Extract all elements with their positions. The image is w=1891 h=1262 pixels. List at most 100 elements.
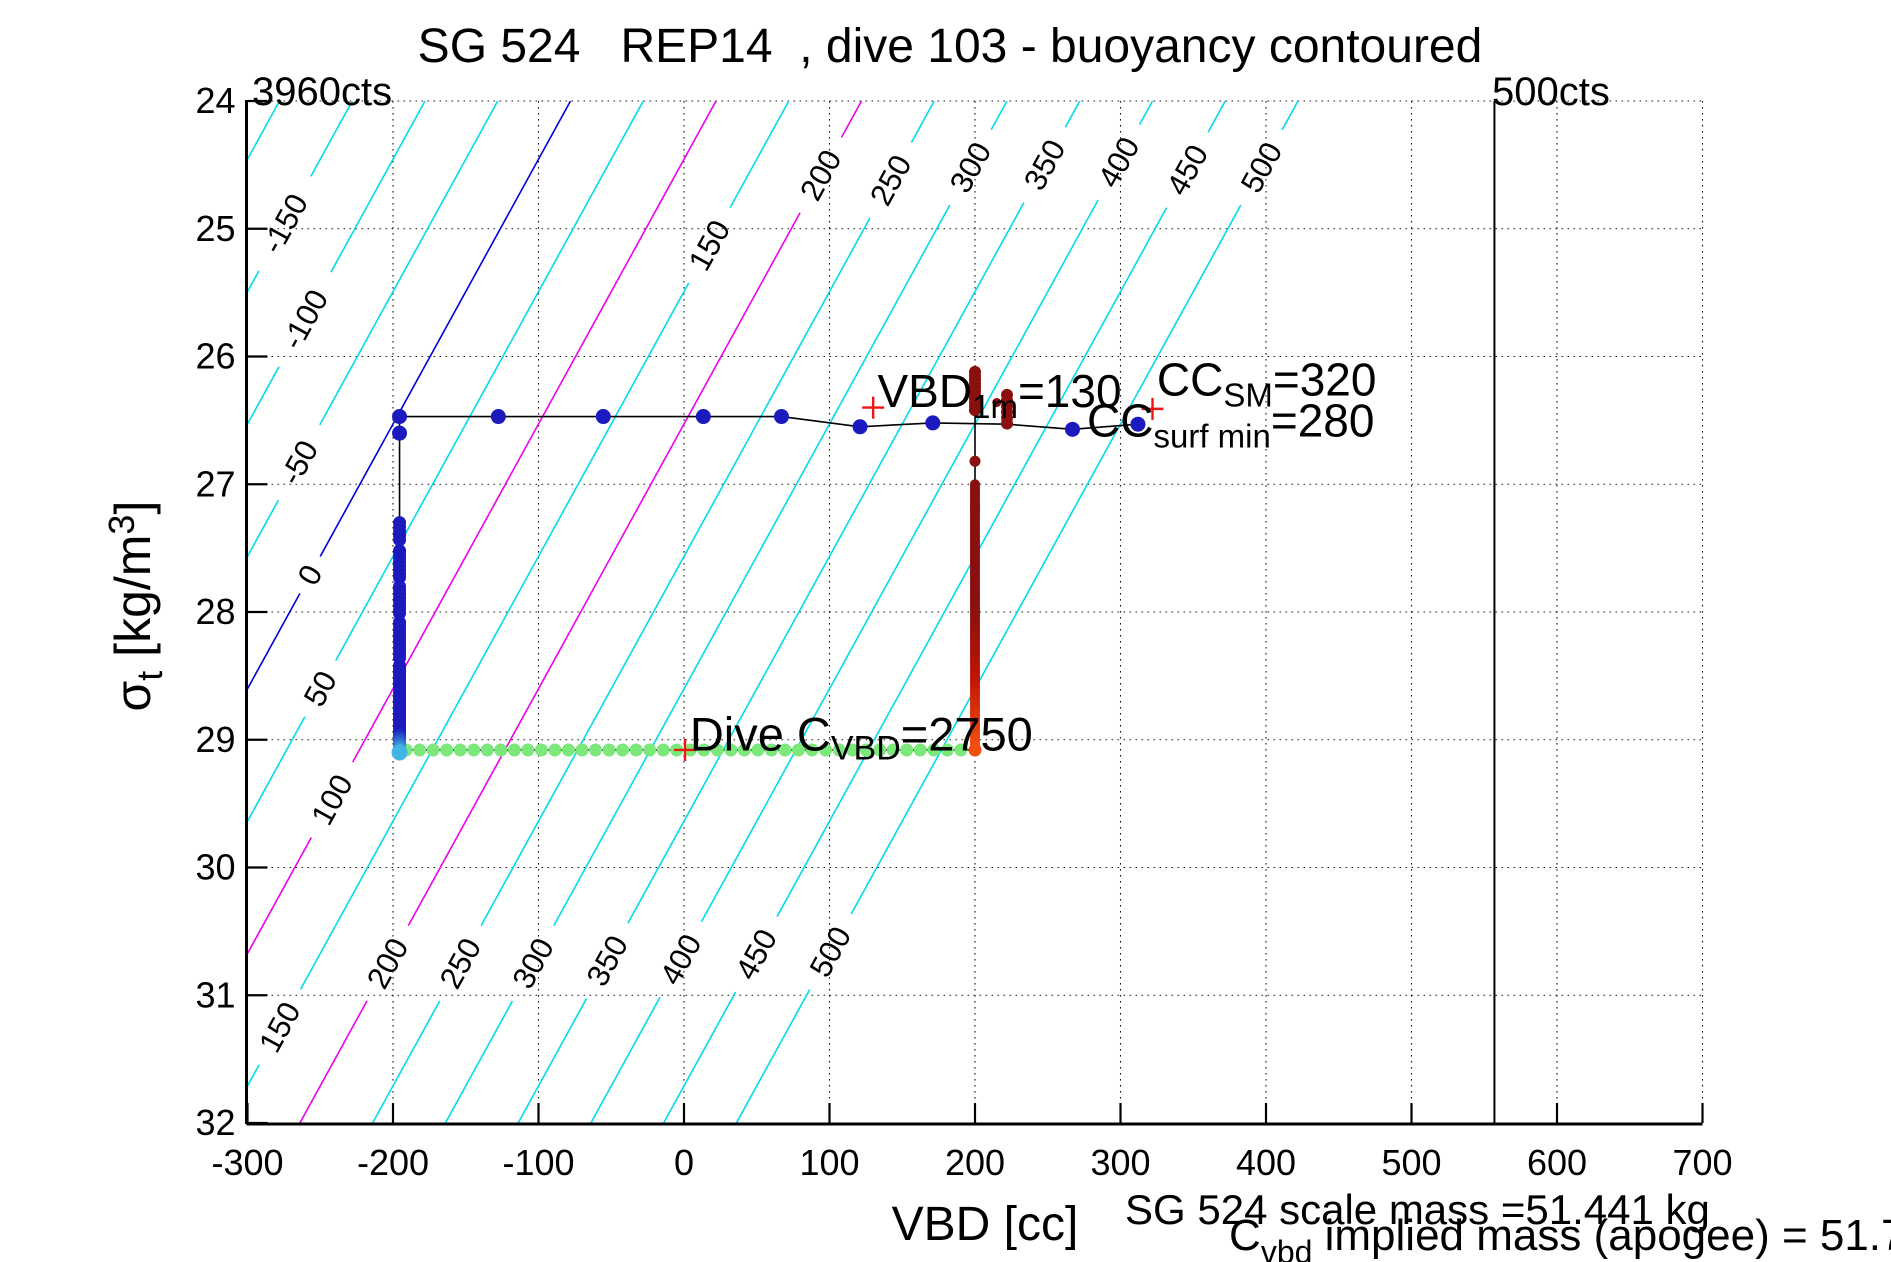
contour-label--50: -50: [273, 434, 325, 490]
apogee-data-point: [954, 743, 968, 757]
contour-label-500: 500: [803, 921, 859, 983]
y-label-bracket: ]: [105, 501, 161, 515]
apogee-data-point: [589, 743, 603, 757]
apogee-data-point: [616, 743, 630, 757]
contour-label--100: -100: [275, 284, 336, 355]
contour-label-400: 400: [653, 928, 709, 990]
x-tick-label: -300: [211, 1142, 283, 1183]
contour-label-50: 50: [297, 665, 344, 712]
apogee-data-point: [602, 743, 616, 757]
climb-data-point: [393, 571, 407, 585]
annotation-part: CC: [1087, 394, 1153, 446]
surface-data-point: [490, 409, 506, 425]
y-tick-label: 25: [195, 208, 235, 249]
y-tick-label: 32: [195, 1102, 235, 1143]
static-text-layer: SG 524 REP14 , dive 103 - buoyancy conto…: [101, 20, 1891, 1262]
contour-label-0: 0: [291, 559, 330, 591]
climb-data-point: [393, 533, 407, 547]
contour-line-50: [247, 716, 306, 823]
x-tick-label: 0: [674, 1142, 694, 1183]
apogee-data-point: [751, 743, 765, 757]
contour-label-450: 450: [1160, 139, 1216, 201]
contour-line-150: [247, 1064, 260, 1088]
y-tick-label: 31: [195, 974, 235, 1015]
contour-line-0: [319, 101, 572, 557]
apogee-data-point: [507, 743, 521, 757]
contour-line-500: [850, 204, 1242, 915]
contour-line-250: [910, 101, 935, 143]
apogee-data-point: [426, 743, 440, 757]
tick-labels-layer: 24 25 26 27 28 29 30 31 32-300 -200 -100 0 100 200 300…: [195, 80, 1732, 1183]
y-tick-label: 28: [195, 591, 235, 632]
contour-line-250: [480, 217, 871, 927]
contour-label-300: 300: [505, 932, 561, 994]
x-tick-label: 600: [1527, 1142, 1587, 1183]
apogee-data-point: [900, 743, 914, 757]
y-label-sup-3: 3: [101, 515, 142, 535]
contour-label-400: 400: [1091, 131, 1147, 193]
x-tick-label: 100: [799, 1142, 859, 1183]
annotation-part: =2750: [901, 707, 1033, 760]
dive-data-point: [969, 404, 981, 417]
apogee-data-point: [927, 743, 941, 757]
apogee-data-point: [819, 743, 833, 757]
contour-line-300: [990, 101, 1008, 131]
apogee-data-point: [629, 743, 643, 757]
annotation-part: =280: [1271, 394, 1375, 446]
contour-lines-layer: [247, 101, 1299, 1123]
y-tick-label: 27: [195, 463, 235, 504]
apogee-data-point: [805, 743, 819, 757]
y-tick-label: 29: [195, 719, 235, 760]
dive-data-point: [969, 455, 981, 467]
contour-line-100: [247, 837, 312, 956]
x-tick-label: 300: [1090, 1142, 1150, 1183]
surface-data-point: [1064, 421, 1080, 437]
apogee-data-point: [575, 743, 589, 757]
apogee-data-point: [886, 743, 900, 757]
dive-data-point: [1001, 417, 1014, 430]
plus-marker: [1141, 397, 1164, 420]
annotation-vbd-1m: VBD1m=130: [878, 365, 1122, 425]
contour-label-150: 150: [682, 214, 738, 276]
axes-layer: [245, 99, 1704, 1126]
annotation-part: CC: [1157, 353, 1223, 405]
contour-line-450: [1207, 101, 1226, 133]
annotation-dive-c-vbd: Dive CVBD=2750: [690, 707, 1033, 768]
contour-line-250: [371, 1000, 441, 1123]
annotation-part: surf min: [1153, 417, 1270, 454]
apogee-data-point: [440, 743, 454, 757]
contour-line-50: [335, 101, 644, 661]
apogee-data-point: [778, 743, 792, 757]
x-axis-label: VBD [cc]: [892, 1198, 1079, 1251]
apogee-data-point: [940, 743, 954, 757]
contour-line--100: [330, 101, 426, 273]
surface-data-point: [925, 415, 941, 431]
apogee-data-point: [859, 743, 873, 757]
apogee-data-point: [494, 743, 508, 757]
contour-line-450: [662, 991, 737, 1123]
implied-rest: implied mass (apogee) = 51.773: [1312, 1211, 1891, 1260]
contour-label-450: 450: [729, 923, 785, 985]
surface-data-point: [852, 419, 868, 435]
x-tick-label: -100: [502, 1142, 574, 1183]
contour-label-150: 150: [252, 996, 308, 1058]
left-counts-label: 3960cts: [252, 70, 392, 114]
contour-line-350: [517, 998, 588, 1123]
y-label-units: [kg/m: [105, 535, 161, 671]
contour-label-350: 350: [579, 930, 635, 992]
contour-line-300: [444, 1000, 514, 1123]
y-tick-label: 30: [195, 847, 235, 888]
annotation-part: =320: [1273, 353, 1377, 405]
contour-line-200: [299, 1000, 368, 1123]
surface-data-point: [695, 409, 711, 425]
apogee-data-point: [873, 743, 887, 757]
contour-label-250: 250: [433, 932, 489, 994]
surface-data-point: [595, 409, 611, 425]
apogee-data-point: [697, 743, 711, 757]
contour-line-100: [352, 101, 717, 763]
surface-track-line: [399, 415, 1139, 431]
x-tick-label: -200: [357, 1142, 429, 1183]
contour-label-500: 500: [1234, 136, 1290, 198]
apogee-data-point: [643, 743, 657, 757]
